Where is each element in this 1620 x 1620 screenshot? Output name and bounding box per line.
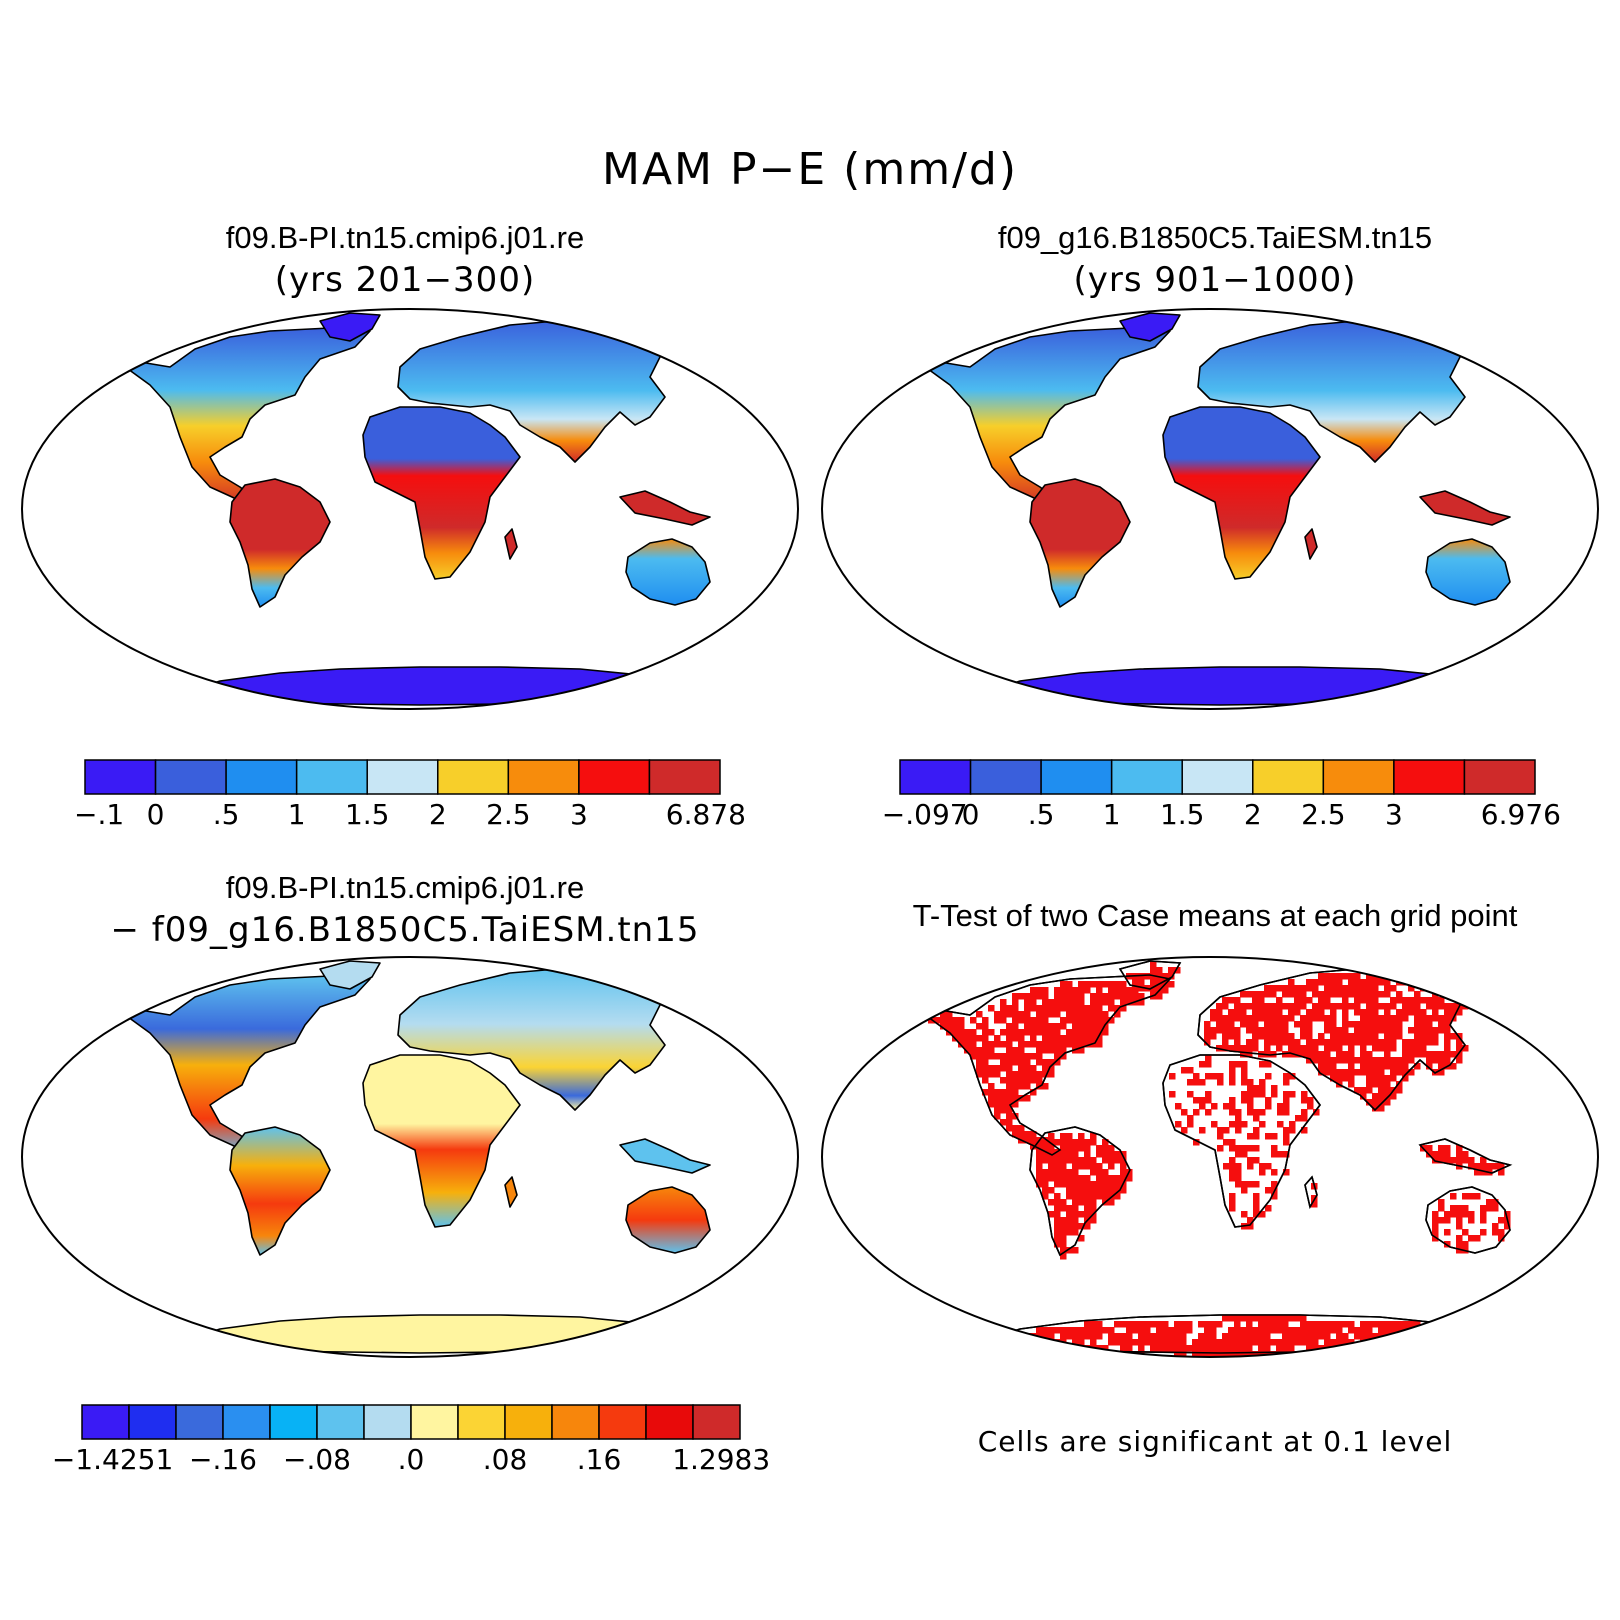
panel-br-title: T-Test of two Case means at each grid po… — [912, 898, 1518, 933]
landmass-se-asia — [619, 1138, 711, 1174]
panel-tr-case-name: f09_g16.B1850C5.TaiESM.tn15 — [997, 220, 1433, 255]
panel-tl-years: (yrs 201−300) — [274, 260, 536, 300]
colorbar-swatch — [410, 1404, 459, 1440]
colorbar-swatch — [363, 1404, 412, 1440]
significance-footnote: Cells are significant at 0.1 level — [977, 1425, 1453, 1458]
colorbar-tick-label: 1 — [287, 798, 306, 831]
colorbar-swatch — [1252, 759, 1325, 795]
colorbar-tick-label: −1.4251 — [51, 1443, 174, 1476]
colorbar-tick-label: .5 — [1027, 798, 1055, 831]
colorbar-swatch — [128, 1404, 177, 1440]
map-panel-bottom-right — [821, 956, 1599, 1358]
colorbar-swatch — [295, 759, 368, 795]
colorbar-swatch — [316, 1404, 365, 1440]
colorbar-tick-label: 0 — [146, 798, 165, 831]
colorbar-tick-label: .0 — [397, 1443, 425, 1476]
map-panel-top-right — [821, 308, 1599, 710]
colorbar-top-left — [84, 759, 721, 795]
colorbar-tick-label: 1 — [1102, 798, 1121, 831]
map-border — [821, 956, 1599, 1358]
landmass-australia — [1425, 538, 1511, 606]
landmass-africa — [362, 1054, 521, 1228]
colorbar-swatch — [648, 759, 721, 795]
landmass-se-asia — [619, 490, 711, 526]
map-panel-bottom-left — [21, 956, 799, 1358]
colorbar-tick-label: 3 — [1384, 798, 1403, 831]
colorbar-swatch — [269, 1404, 318, 1440]
colorbar-swatch — [84, 759, 157, 795]
colorbar-swatch — [222, 1404, 271, 1440]
map-border — [21, 956, 799, 1358]
map-panel-top-left — [21, 308, 799, 710]
colorbar-bottom-left — [81, 1404, 741, 1440]
colorbar-top-right — [899, 759, 1536, 795]
landmass-australia — [625, 1186, 711, 1254]
colorbar-tick-label: 6.976 — [1480, 798, 1561, 831]
colorbar-swatch — [154, 759, 227, 795]
landmass-south-america — [229, 478, 331, 608]
colorbar-swatch — [1040, 759, 1113, 795]
landmass-madagascar — [504, 1176, 518, 1208]
colorbar-tick-label: −.1 — [74, 798, 125, 831]
colorbar-tick-label: 2.5 — [1301, 798, 1346, 831]
panel-bl-case-name: f09.B-PI.tn15.cmip6.j01.re — [225, 870, 585, 905]
colorbar-tick-label: .5 — [212, 798, 240, 831]
colorbar-swatch — [366, 759, 439, 795]
colorbar-swatch — [969, 759, 1042, 795]
colorbar-tick-label: 2 — [1243, 798, 1262, 831]
colorbar-swatch — [1322, 759, 1395, 795]
colorbar-swatch — [457, 1404, 506, 1440]
colorbar-tick-label: 6.878 — [665, 798, 746, 831]
colorbar-swatch — [645, 1404, 694, 1440]
colorbar-swatch — [598, 1404, 647, 1440]
colorbar-swatch — [1393, 759, 1466, 795]
landmass-australia — [625, 538, 711, 606]
main-title: MAM P−E (mm/d) — [601, 144, 1018, 195]
colorbar-tick-label: 0 — [961, 798, 980, 831]
colorbar-tick-label: 2.5 — [486, 798, 531, 831]
colorbar-swatch — [1181, 759, 1254, 795]
colorbar-tick-label: 2 — [428, 798, 447, 831]
colorbar-swatch — [1463, 759, 1536, 795]
colorbar-tick-label: 3 — [569, 798, 588, 831]
map-border — [21, 308, 799, 710]
colorbar-tick-label: .16 — [576, 1443, 622, 1476]
colorbar-swatch — [437, 759, 510, 795]
colorbar-tick-label: −.097 — [881, 798, 968, 831]
map-border — [821, 308, 1599, 710]
colorbar-tick-label: .08 — [482, 1443, 528, 1476]
colorbar-swatch — [81, 1404, 130, 1440]
colorbar-swatch — [899, 759, 972, 795]
landmass-madagascar — [1304, 528, 1318, 560]
colorbar-swatch — [578, 759, 651, 795]
colorbar-tick-label: 1.2983 — [672, 1443, 771, 1476]
landmass-south-america — [229, 1126, 331, 1256]
colorbar-swatch — [175, 1404, 224, 1440]
landmass-africa — [362, 406, 521, 580]
colorbar-swatch — [504, 1404, 553, 1440]
landmass-madagascar — [504, 528, 518, 560]
colorbar-tick-label: 1.5 — [344, 798, 390, 831]
landmass-greenland — [319, 960, 381, 990]
landmass-south-america — [1029, 478, 1131, 608]
panel-tl-case-name: f09.B-PI.tn15.cmip6.j01.re — [225, 220, 585, 255]
colorbar-swatch — [692, 1404, 741, 1440]
colorbar-tick-label: −.08 — [283, 1443, 351, 1476]
panel-bl-subtitle: − f09_g16.B1850C5.TaiESM.tn15 — [110, 910, 700, 950]
landmass-greenland — [319, 312, 381, 342]
colorbar-tick-label: −.16 — [189, 1443, 257, 1476]
landmass-africa — [1162, 406, 1321, 580]
landmass-se-asia — [1419, 490, 1511, 526]
colorbar-swatch — [551, 1404, 600, 1440]
landmass-greenland — [1119, 312, 1181, 342]
colorbar-tick-label: 1.5 — [1159, 798, 1205, 831]
panel-tr-years: (yrs 901−1000) — [1073, 260, 1357, 300]
colorbar-swatch — [1110, 759, 1183, 795]
colorbar-swatch — [225, 759, 298, 795]
colorbar-swatch — [507, 759, 580, 795]
